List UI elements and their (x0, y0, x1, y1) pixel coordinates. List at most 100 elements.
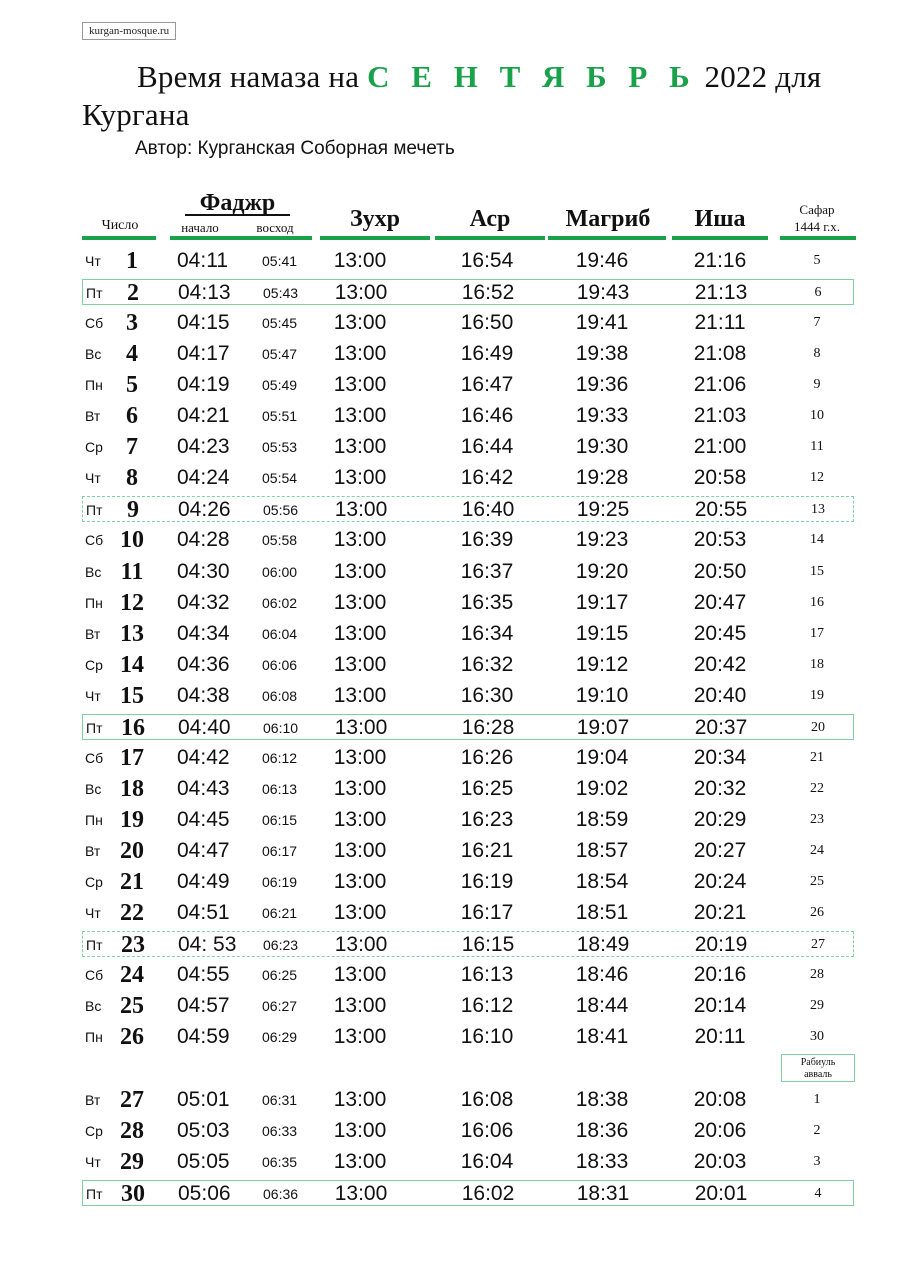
hijri-day-cell: 25 (810, 874, 824, 889)
table-row: Ср 14 04:36 06:06 13:00 16:32 19:12 20:42 18 (82, 652, 854, 678)
asr-cell: 16:17 (460, 901, 514, 925)
hijri-day-cell: 9 (813, 377, 821, 393)
zuhr-cell: 13:00 (333, 1025, 387, 1049)
asr-cell: 16:42 (460, 466, 514, 490)
isha-cell: 20:16 (693, 963, 747, 987)
table-row: Вс 18 04:43 06:13 13:00 16:25 19:02 20:32 22 (82, 776, 854, 802)
isha-cell: 20:55 (694, 498, 748, 522)
author-line: Автор: Курганская Соборная мечеть (135, 138, 455, 159)
weekday-cell: Сб (85, 967, 104, 984)
weekday-cell: Вс (85, 998, 102, 1015)
hijri-day-cell: 6 (814, 285, 822, 301)
hijri-month-change-label: Рабиуль авваль (781, 1054, 855, 1082)
fajr-begin-cell: 04:17 (177, 342, 230, 366)
isha-cell: 21:11 (694, 311, 746, 335)
fajr-begin-cell: 04:43 (177, 776, 230, 800)
asr-cell: 16:30 (460, 683, 514, 707)
table-row: Вт 13 04:34 06:04 13:00 16:34 19:15 20:45 17 (82, 621, 854, 647)
isha-cell: 20:14 (693, 994, 747, 1018)
header-underline-date (82, 236, 156, 240)
maghrib-cell: 19:02 (575, 776, 629, 800)
isha-cell: 20:40 (693, 683, 747, 707)
zuhr-cell: 13:00 (333, 249, 387, 272)
sunrise-cell: 05:58 (262, 532, 298, 549)
header-date: Число (101, 218, 139, 233)
hijri-day-cell: 13 (811, 502, 825, 518)
maghrib-cell: 18:57 (575, 838, 629, 862)
header-underline-fajr (170, 236, 312, 240)
zuhr-cell: 13:00 (333, 373, 387, 397)
day-number-cell: 12 (120, 589, 144, 616)
weekday-cell: Ср (85, 656, 103, 673)
day-number-cell: 30 (121, 1181, 145, 1208)
zuhr-cell: 13:00 (333, 590, 387, 614)
hijri-next-month-word2: авваль (804, 1069, 832, 1080)
maghrib-cell: 18:54 (575, 870, 629, 893)
isha-cell: 20:58 (693, 466, 747, 490)
weekday-cell: Пн (85, 1029, 103, 1046)
header-maghrib: Магриб (565, 206, 651, 232)
day-number-cell: 20 (120, 837, 144, 864)
maghrib-cell: 19:33 (575, 404, 629, 428)
fajr-begin-cell: 04:59 (177, 1025, 230, 1049)
day-number-cell: 8 (126, 465, 138, 492)
day-number-cell: 29 (120, 1149, 144, 1176)
table-row: Чт 8 04:24 05:54 13:00 16:42 19:28 20:58 12 (82, 465, 854, 491)
fajr-begin-cell: 04:49 (177, 870, 230, 893)
asr-cell: 16:32 (460, 652, 514, 676)
zuhr-cell: 13:00 (334, 281, 388, 305)
day-number-cell: 6 (126, 403, 138, 430)
day-number-cell: 5 (126, 372, 138, 399)
fajr-begin-cell: 04:21 (177, 404, 230, 428)
asr-cell: 16:15 (461, 933, 515, 957)
hijri-day-cell: 24 (810, 842, 824, 858)
day-number-cell: 21 (120, 869, 144, 895)
zuhr-cell: 13:00 (334, 933, 388, 957)
day-number-cell: 28 (120, 1118, 144, 1145)
day-number-cell: 17 (120, 744, 144, 771)
fajr-begin-cell: 04:36 (177, 652, 230, 676)
hijri-day-cell: 14 (810, 532, 824, 548)
zuhr-cell: 13:00 (333, 435, 387, 459)
fajr-begin-cell: 04:38 (177, 683, 230, 707)
isha-cell: 20:24 (693, 870, 747, 893)
isha-cell: 21:08 (693, 342, 747, 366)
zuhr-cell: 13:00 (333, 683, 387, 707)
weekday-cell: Пт (86, 937, 103, 954)
header-underline-maghrib (548, 236, 666, 240)
asr-cell: 16:04 (460, 1150, 514, 1174)
hijri-day-cell: 28 (810, 967, 824, 983)
asr-cell: 16:39 (460, 528, 514, 552)
asr-cell: 16:10 (460, 1025, 514, 1049)
maghrib-cell: 19:10 (575, 683, 629, 707)
header-hijri-month: Сафар (799, 202, 835, 217)
weekday-cell: Чт (85, 470, 101, 487)
maghrib-cell: 19:38 (575, 342, 629, 366)
day-number-cell: 4 (126, 341, 138, 368)
weekday-cell: Сб (85, 749, 104, 766)
table-row: Чт 15 04:38 06:08 13:00 16:30 19:10 20:40 19 (82, 683, 854, 709)
site-link[interactable]: kurgan-mosque.ru (82, 22, 177, 40)
hijri-day-cell: 16 (810, 594, 824, 610)
fajr-begin-cell: 04:34 (177, 621, 230, 645)
asr-cell: 16:54 (460, 249, 514, 272)
weekday-cell: Пт (86, 502, 103, 519)
zuhr-cell: 13:00 (333, 776, 387, 800)
title-suffix: 2022 для (696, 59, 822, 94)
zuhr-cell: 13:00 (333, 745, 387, 769)
fajr-begin-cell: 05:03 (177, 1119, 230, 1143)
sunrise-cell: 06:10 (263, 719, 299, 736)
weekday-cell: Вс (85, 563, 102, 580)
table-row: Пт 30 05:06 06:36 13:00 16:02 18:31 20:01 4 (82, 1180, 854, 1208)
page-title: Время намаза на С Е Н Т Я Б Р Ь 2022 для… (82, 58, 842, 134)
fajr-begin-cell: 04:55 (177, 963, 230, 987)
sunrise-cell: 06:27 (262, 998, 298, 1015)
isha-cell: 20:06 (693, 1119, 747, 1143)
sunrise-cell: 05:56 (263, 502, 299, 519)
day-number-cell: 26 (120, 1024, 144, 1051)
table-row: Ср 21 04:49 06:19 13:00 16:19 18:54 20:24 25 (82, 869, 854, 895)
sunrise-cell: 06:12 (262, 749, 298, 766)
zuhr-cell: 13:00 (334, 715, 388, 739)
sunrise-cell: 06:35 (262, 1154, 298, 1171)
fajr-begin-cell: 04:23 (177, 435, 230, 459)
